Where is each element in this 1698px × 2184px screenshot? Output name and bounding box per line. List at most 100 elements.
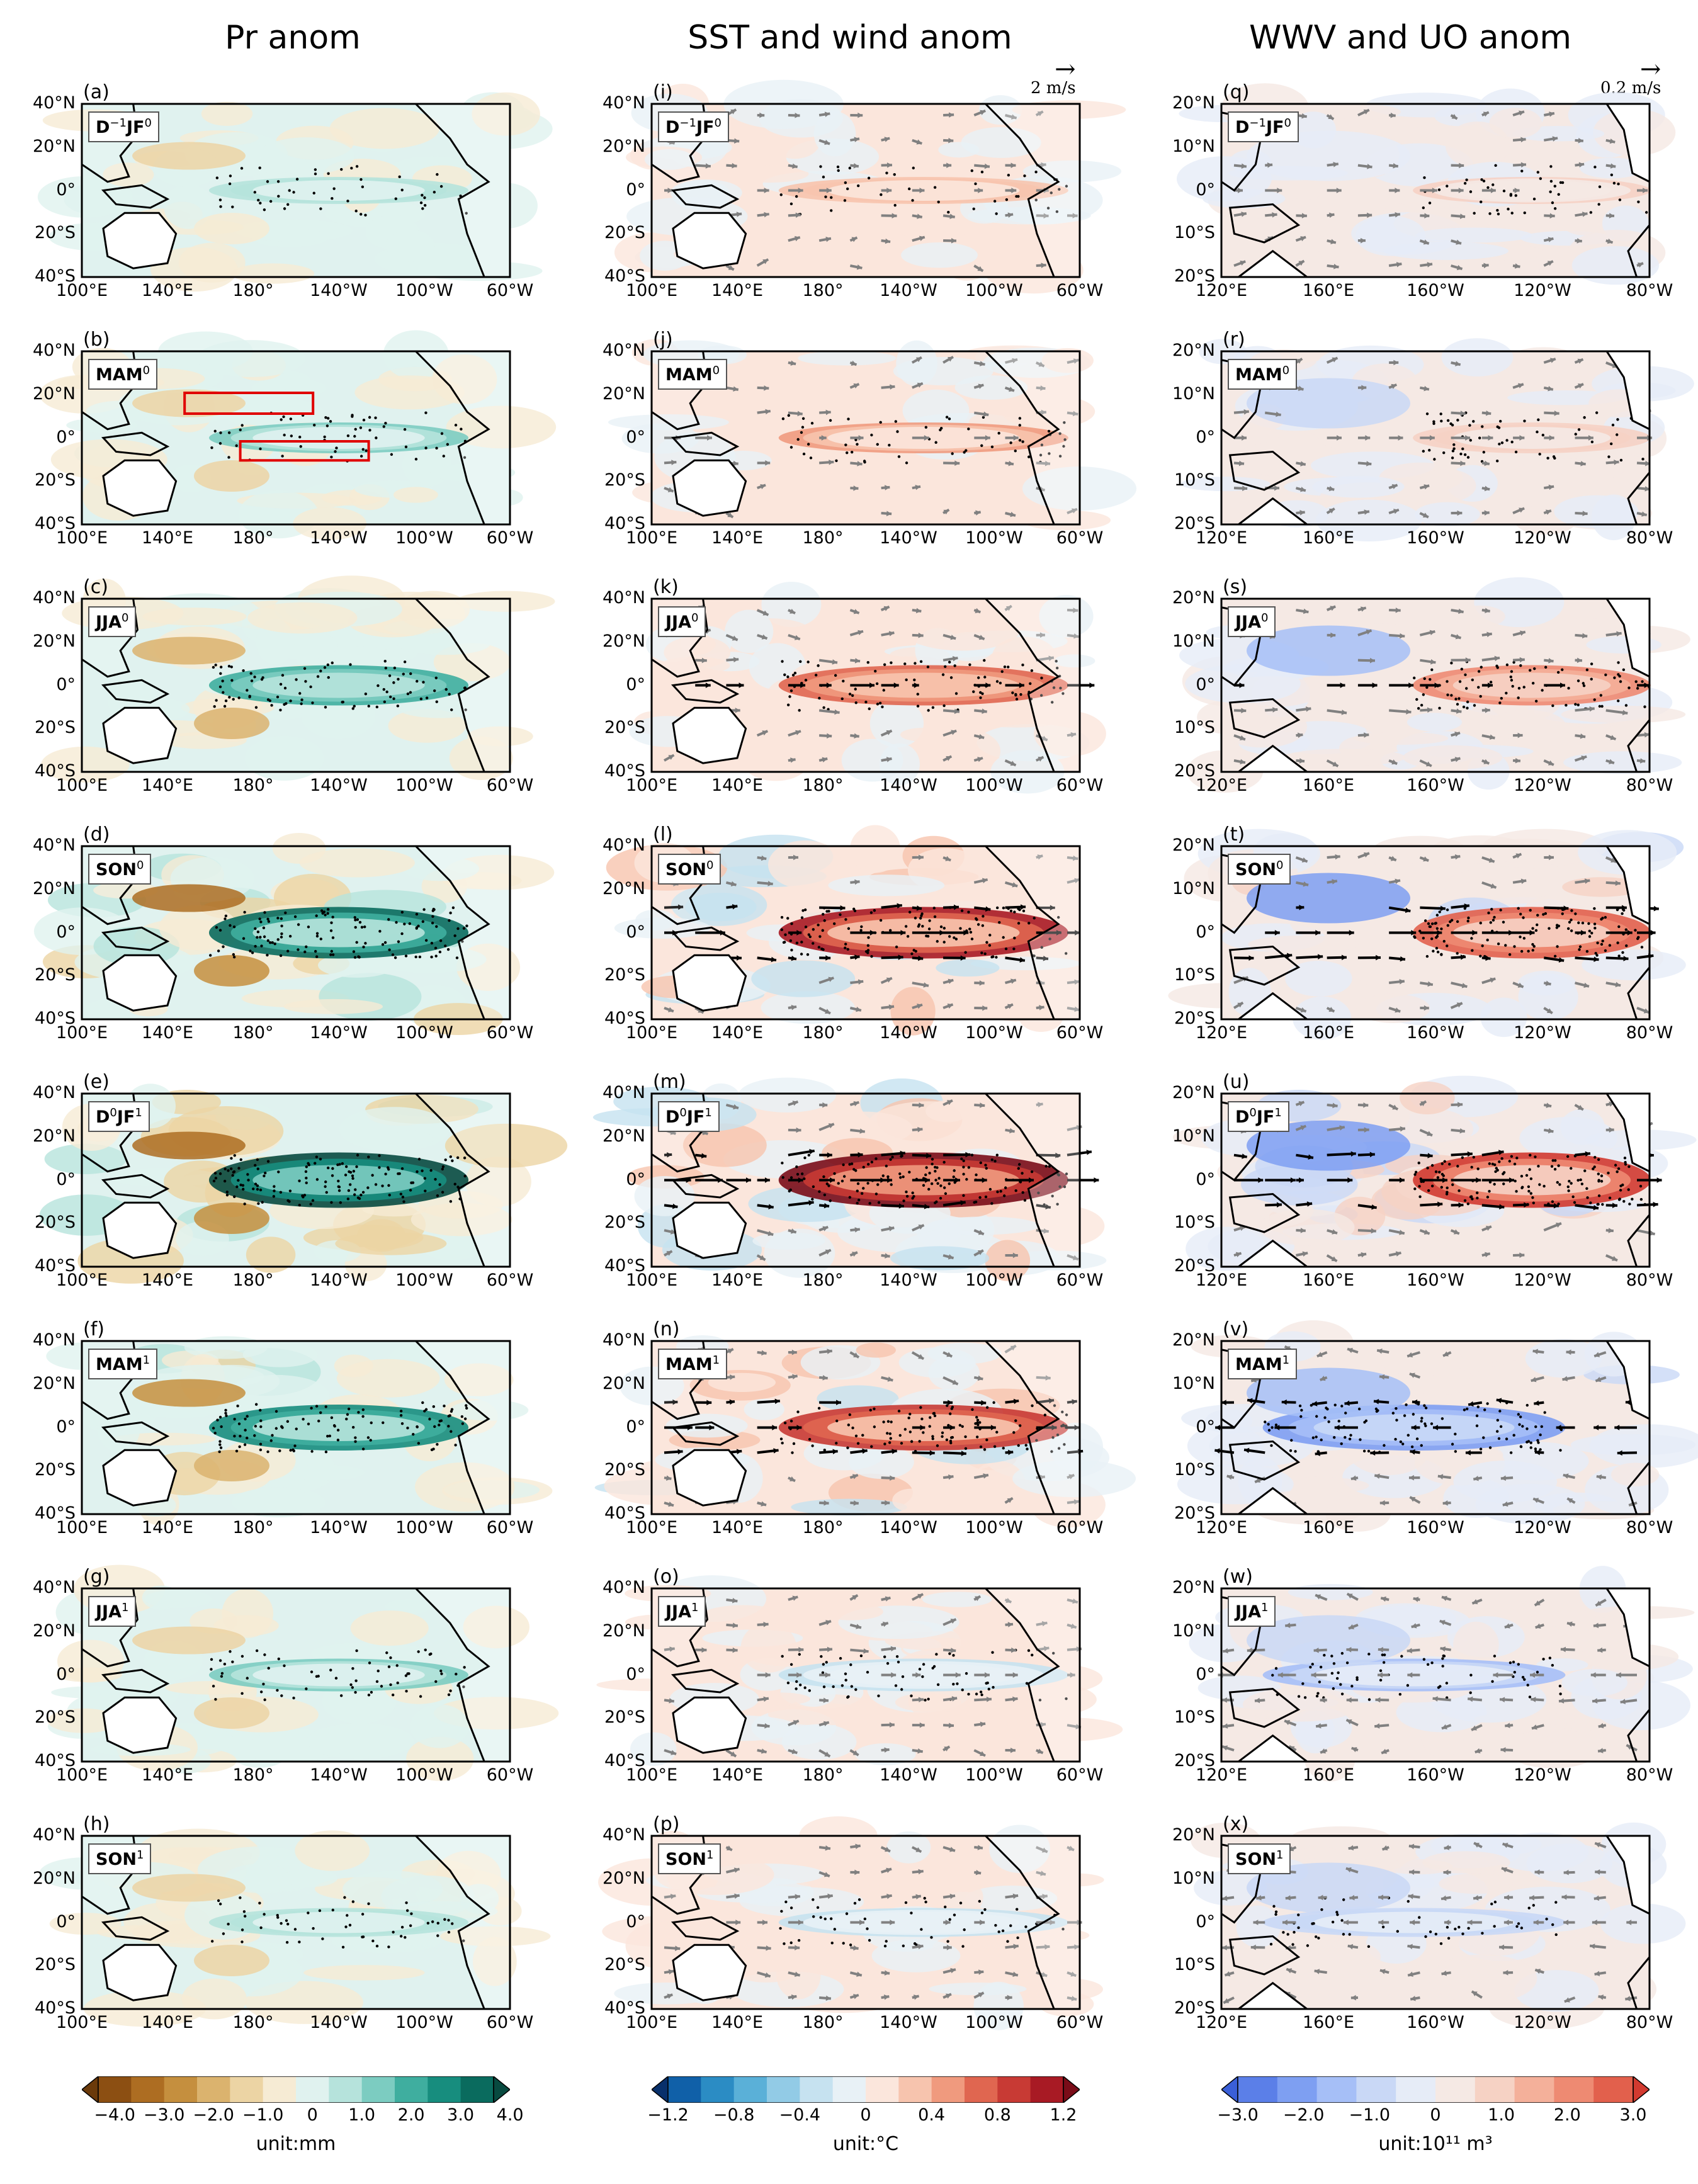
lon-tick-label: 160°E (1302, 2013, 1355, 2032)
lat-tick-label: 40°N (602, 341, 645, 360)
lat-tick-label: 40°N (602, 1825, 645, 1845)
season-sup2: 1 (137, 1848, 144, 1862)
lon-tick-label: 100°E (625, 1270, 678, 1290)
lat-tick-label: 20°N (32, 383, 76, 404)
lon-tick-label: 180° (232, 1518, 274, 1537)
lat-tick-label: 0° (56, 1417, 76, 1437)
colorbar-extend-max (1063, 2075, 1081, 2104)
lon-tick-label: 160°E (1302, 528, 1355, 548)
season-label: JJA1 (658, 1596, 706, 1627)
lat-tick-label: 0° (56, 1169, 76, 1189)
lon-tick-label: 160°W (1407, 776, 1464, 795)
panel-label: (f) (83, 1318, 105, 1340)
map-panel (47, 1564, 559, 1781)
lat-tick-label: 20°N (32, 1373, 76, 1393)
season-name: MAM (96, 1355, 143, 1374)
lat-tick-label: 0° (56, 1911, 76, 1932)
lat-tick-label: 40°S (604, 1503, 645, 1523)
lat-tick-label: 10°N (1172, 1621, 1215, 1641)
colorbar-tick-label: −2.0 (1282, 2105, 1325, 2125)
season-sup1: −1 (1249, 116, 1266, 130)
lon-tick-label: 100°W (965, 1023, 1023, 1043)
anomaly-map (41, 575, 555, 783)
season-name: SON (665, 1850, 706, 1869)
lon-tick-label: 120°E (1195, 1518, 1248, 1537)
season-sup2: 0 (1284, 116, 1291, 130)
lon-tick-label: 120°E (1195, 1270, 1248, 1290)
lon-tick-label: 180° (802, 1518, 844, 1537)
lon-tick-label: 160°W (1407, 1023, 1464, 1043)
column-title: WWV and UO anom (1248, 19, 1572, 57)
lon-tick-label: 140°E (141, 281, 194, 300)
lat-tick-label: 20°N (1172, 1578, 1215, 1597)
colorbar-segment (767, 2076, 800, 2103)
lon-tick-label: 180° (232, 528, 274, 548)
season-sup2: 1 (691, 1601, 699, 1614)
lat-tick-label: 40°S (604, 1998, 645, 2018)
lon-tick-label: 60°W (1056, 1518, 1104, 1537)
season-mid: JF (686, 1107, 705, 1127)
lon-tick-label: 100°E (625, 528, 678, 548)
map-panel (596, 1575, 1123, 1766)
lat-tick-label: 40°S (35, 1256, 76, 1276)
season-label: JJA0 (1228, 606, 1276, 637)
colorbar-segment (733, 2076, 767, 2103)
lat-tick-label: 10°N (1172, 631, 1215, 651)
lat-tick-label: 40°N (602, 588, 645, 608)
colorbar-tick-label: 2.0 (397, 2105, 425, 2125)
lat-tick-label: 40°S (604, 1009, 645, 1028)
lat-tick-label: 0° (1196, 922, 1215, 942)
lat-tick-label: 10°S (1174, 1707, 1215, 1728)
colorbar-tick-label: 1.0 (1488, 2105, 1515, 2125)
anomaly-map (606, 825, 1081, 1036)
colorbar-segment (427, 2076, 461, 2103)
panel-label: (k) (653, 576, 679, 598)
lon-tick-label: 180° (802, 1270, 844, 1290)
lat-tick-label: 0° (1196, 1169, 1215, 1189)
panel-label: (g) (83, 1566, 110, 1588)
panel-label: (d) (83, 823, 110, 846)
season-label: SON0 (1228, 854, 1291, 885)
lon-tick-label: 60°W (486, 1270, 534, 1290)
panel-label: (r) (1223, 329, 1245, 351)
colorbar-segment (230, 2076, 264, 2103)
colorbar-tick-label: 0 (860, 2105, 871, 2125)
lat-tick-label: 20°N (1172, 588, 1215, 608)
map-panel (39, 1084, 568, 1284)
arrow-scale-label: 2 m/s (1031, 79, 1076, 98)
colorbar-tick-label: 0 (1430, 2105, 1441, 2125)
season-name: SON (1235, 860, 1276, 880)
season-label: SON0 (88, 854, 152, 885)
season-label: SON1 (658, 1843, 722, 1874)
lat-tick-label: 20°N (602, 631, 645, 651)
lon-tick-label: 60°W (1056, 1765, 1104, 1785)
column-title: Pr anom (225, 19, 361, 57)
reference-arrow: → 2 m/s (1031, 57, 1076, 98)
season-label: SON1 (88, 1843, 152, 1874)
lat-tick-label: 20°S (35, 1707, 76, 1728)
lat-tick-label: 0° (626, 179, 645, 200)
anomaly-map (1179, 577, 1690, 793)
season-sup2: 1 (135, 1106, 142, 1119)
season-sup2: 1 (712, 1354, 720, 1367)
lon-tick-label: 160°E (1302, 1023, 1355, 1043)
lon-tick-label: 120°W (1514, 281, 1571, 300)
lat-tick-label: 20°S (1174, 266, 1215, 286)
lat-tick-label: 40°N (32, 1083, 76, 1102)
season-mid: JF (1256, 1107, 1275, 1127)
lat-tick-label: 40°N (32, 1330, 76, 1350)
lat-tick-label: 0° (1196, 1417, 1215, 1437)
colorbar-segment (866, 2076, 899, 2103)
colorbar-segment (1316, 2076, 1357, 2103)
panel-label: (h) (83, 1813, 110, 1835)
lon-tick-label: 160°W (1407, 1765, 1464, 1785)
colorbar-segment (997, 2076, 1031, 2103)
colorbar-unit-label: unit:mm (256, 2133, 336, 2155)
season-sup1: 0 (679, 1106, 687, 1119)
season-name: MAM (96, 365, 143, 385)
lon-tick-label: 160°E (1302, 776, 1355, 795)
lon-tick-label: 60°W (486, 281, 534, 300)
anomaly-map (33, 833, 555, 1035)
colorbar-segment (1593, 2076, 1634, 2103)
